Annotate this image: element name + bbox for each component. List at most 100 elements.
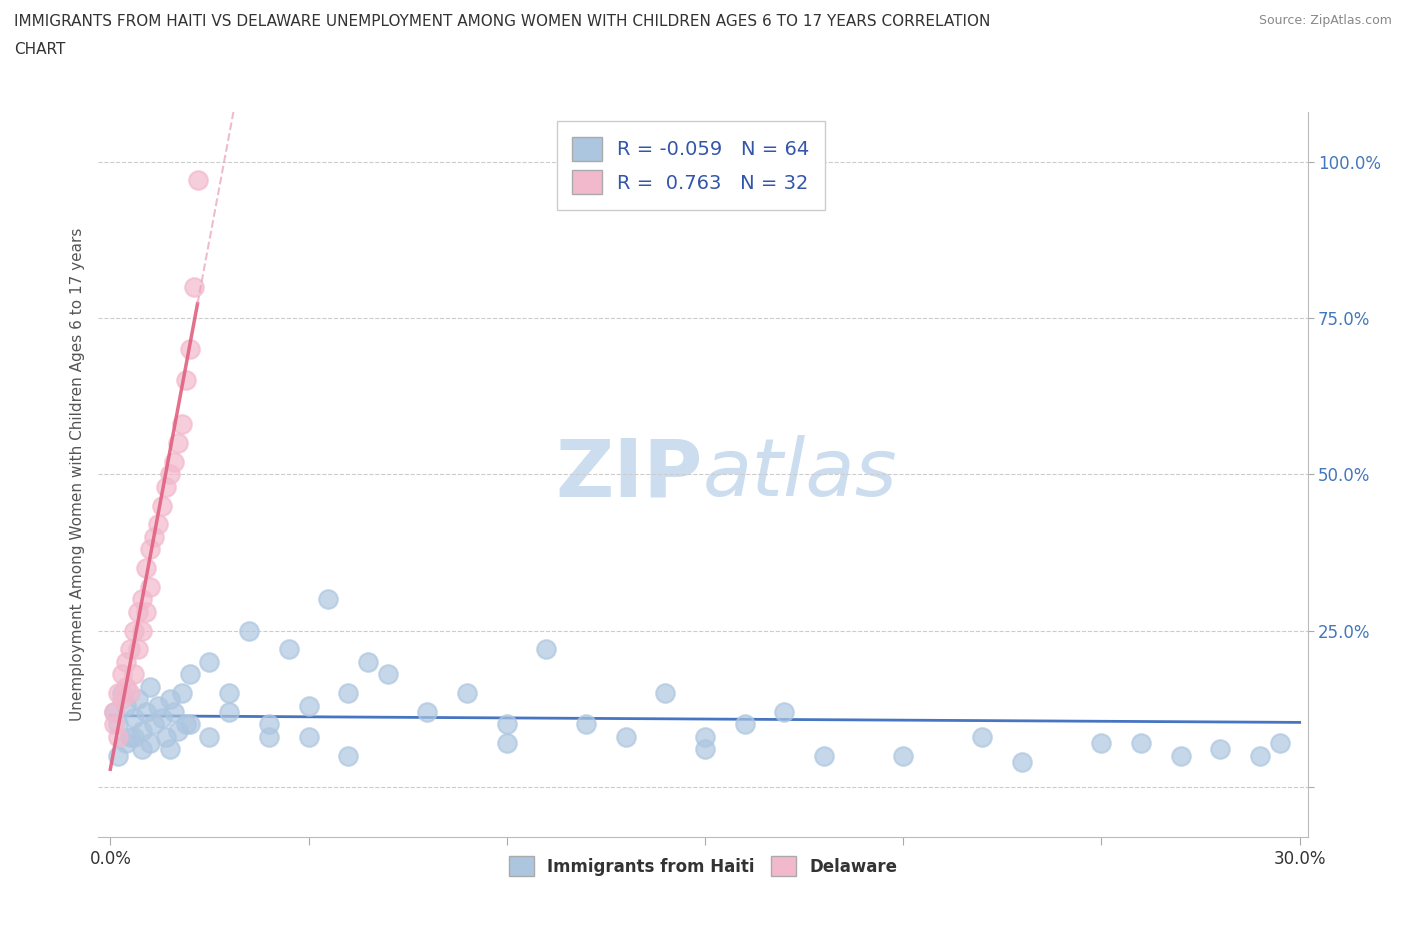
Point xyxy=(139,579,162,594)
Point xyxy=(495,717,517,732)
Point xyxy=(456,685,478,700)
Point xyxy=(139,736,162,751)
Point xyxy=(337,749,360,764)
Point xyxy=(107,749,129,764)
Point xyxy=(257,729,280,744)
Point xyxy=(337,685,360,700)
Point xyxy=(127,604,149,619)
Point xyxy=(135,604,157,619)
Point xyxy=(111,685,134,700)
Point xyxy=(150,711,173,725)
Point xyxy=(170,417,193,432)
Point xyxy=(891,749,914,764)
Text: CHART: CHART xyxy=(14,42,66,57)
Point xyxy=(146,698,169,713)
Point xyxy=(135,705,157,720)
Point xyxy=(155,729,177,744)
Point xyxy=(495,736,517,751)
Point xyxy=(131,623,153,638)
Point xyxy=(614,729,637,744)
Point xyxy=(416,705,439,720)
Point xyxy=(1249,749,1271,764)
Legend: Immigrants from Haiti, Delaware: Immigrants from Haiti, Delaware xyxy=(502,849,904,884)
Point xyxy=(174,717,197,732)
Point xyxy=(198,655,221,670)
Point xyxy=(122,729,145,744)
Point xyxy=(115,655,138,670)
Point xyxy=(186,173,208,188)
Point xyxy=(1268,736,1291,751)
Point xyxy=(159,467,181,482)
Point xyxy=(257,717,280,732)
Point xyxy=(318,591,340,606)
Point xyxy=(146,517,169,532)
Point xyxy=(115,698,138,713)
Point xyxy=(1170,749,1192,764)
Point xyxy=(131,742,153,757)
Point xyxy=(107,685,129,700)
Point xyxy=(297,729,319,744)
Point xyxy=(111,667,134,682)
Point xyxy=(120,642,142,657)
Point xyxy=(170,685,193,700)
Point xyxy=(277,642,299,657)
Text: atlas: atlas xyxy=(703,435,898,513)
Point xyxy=(179,342,201,357)
Text: IMMIGRANTS FROM HAITI VS DELAWARE UNEMPLOYMENT AMONG WOMEN WITH CHILDREN AGES 6 : IMMIGRANTS FROM HAITI VS DELAWARE UNEMPL… xyxy=(14,14,990,29)
Point xyxy=(142,717,165,732)
Text: Source: ZipAtlas.com: Source: ZipAtlas.com xyxy=(1258,14,1392,27)
Point xyxy=(179,667,201,682)
Point xyxy=(120,729,142,744)
Point xyxy=(103,705,125,720)
Point xyxy=(166,724,188,738)
Point xyxy=(150,498,173,513)
Point xyxy=(377,667,399,682)
Point xyxy=(1090,736,1112,751)
Point xyxy=(139,542,162,557)
Point xyxy=(131,724,153,738)
Point xyxy=(654,685,676,700)
Point xyxy=(107,729,129,744)
Y-axis label: Unemployment Among Women with Children Ages 6 to 17 years: Unemployment Among Women with Children A… xyxy=(69,228,84,721)
Point xyxy=(139,680,162,695)
Point xyxy=(163,705,186,720)
Point xyxy=(135,561,157,576)
Point xyxy=(127,692,149,707)
Point xyxy=(131,591,153,606)
Point xyxy=(238,623,260,638)
Point xyxy=(107,717,129,732)
Point xyxy=(734,717,756,732)
Point xyxy=(1130,736,1153,751)
Point xyxy=(174,373,197,388)
Point xyxy=(773,705,796,720)
Point xyxy=(218,685,240,700)
Point xyxy=(122,711,145,725)
Point xyxy=(972,729,994,744)
Point xyxy=(163,455,186,470)
Point xyxy=(111,692,134,707)
Point xyxy=(120,685,142,700)
Point xyxy=(115,680,138,695)
Point xyxy=(103,705,125,720)
Point xyxy=(575,717,598,732)
Point xyxy=(198,729,221,744)
Point xyxy=(1011,754,1033,769)
Point xyxy=(536,642,558,657)
Point xyxy=(357,655,380,670)
Point xyxy=(693,729,716,744)
Point xyxy=(297,698,319,713)
Point xyxy=(115,736,138,751)
Point xyxy=(159,742,181,757)
Text: ZIP: ZIP xyxy=(555,435,703,513)
Point xyxy=(179,717,201,732)
Point xyxy=(127,642,149,657)
Point xyxy=(183,279,205,294)
Point xyxy=(159,692,181,707)
Point xyxy=(103,717,125,732)
Point xyxy=(218,705,240,720)
Point xyxy=(813,749,835,764)
Point xyxy=(1209,742,1232,757)
Point xyxy=(693,742,716,757)
Point xyxy=(122,667,145,682)
Point xyxy=(122,623,145,638)
